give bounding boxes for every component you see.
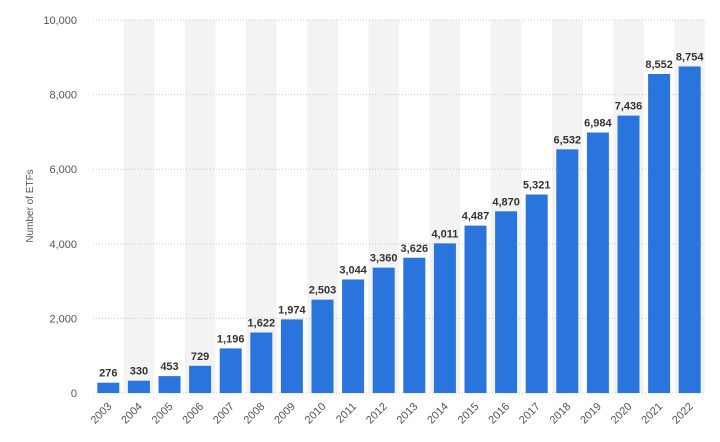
y-tick-label: 8,000 (49, 90, 77, 102)
x-tick-label: 2021 (639, 401, 665, 427)
y-tick-label: 4,000 (49, 239, 77, 251)
bar (495, 211, 518, 393)
x-tick-label: 2019 (578, 401, 604, 427)
data-label: 7,436 (615, 101, 643, 113)
bar (464, 225, 487, 393)
data-label: 6,532 (554, 134, 582, 146)
y-tick-label: 2,000 (49, 313, 77, 325)
bar (617, 115, 640, 393)
data-label: 276 (99, 368, 117, 380)
data-label: 4,487 (462, 211, 490, 223)
bar (403, 257, 426, 393)
data-label: 8,552 (645, 59, 673, 71)
data-label: 1,196 (217, 333, 245, 345)
y-tick-label: 10,000 (43, 15, 77, 27)
x-tick-label: 2009 (272, 401, 298, 427)
data-label: 3,044 (339, 264, 367, 276)
x-tick-label: 2010 (303, 401, 329, 427)
x-tick-label: 2013 (395, 401, 421, 427)
bar (250, 332, 273, 393)
data-label: 729 (191, 351, 209, 363)
column-band (123, 20, 155, 393)
bar (433, 243, 456, 393)
data-label: 1,622 (248, 317, 276, 329)
y-axis-ticks: 0 2,000 4,000 6,000 8,000 10,000 (43, 15, 77, 400)
x-axis-ticks: 2003 2004 2005 2006 2007 2008 2009 2010 2011 2012… (89, 401, 696, 427)
bars (97, 66, 701, 393)
x-tick-label: 2004 (119, 401, 145, 427)
x-tick-label: 2003 (89, 401, 115, 427)
bar (586, 132, 609, 393)
x-tick-label: 2018 (548, 401, 574, 427)
bar (97, 382, 120, 393)
bar (342, 279, 365, 393)
y-axis-title: Number of ETFs (25, 169, 36, 242)
bar (189, 365, 212, 393)
data-label: 330 (130, 366, 148, 378)
bar (372, 267, 395, 393)
x-tick-label: 2008 (242, 401, 268, 427)
y-tick-label: 0 (71, 388, 77, 400)
bar (556, 149, 579, 393)
data-label: 5,321 (523, 180, 551, 192)
x-tick-label: 2007 (211, 401, 237, 427)
x-tick-label: 2020 (609, 401, 635, 427)
bar (158, 376, 181, 393)
y-tick-label: 6,000 (49, 164, 77, 176)
data-label: 2,503 (309, 285, 337, 297)
x-tick-label: 2017 (517, 401, 543, 427)
x-tick-label: 2015 (456, 401, 482, 427)
x-tick-label: 2005 (150, 401, 176, 427)
data-label: 1,974 (278, 304, 306, 316)
column-band (184, 20, 216, 393)
x-tick-label: 2011 (334, 401, 359, 426)
column-band (246, 20, 277, 393)
x-tick-label: 2014 (425, 401, 451, 427)
data-label: 4,870 (492, 196, 520, 208)
data-label: 3,360 (370, 253, 398, 265)
data-label: 4,011 (431, 228, 458, 240)
data-label: 6,984 (584, 117, 612, 129)
x-tick-label: 2012 (364, 401, 390, 427)
x-tick-label: 2022 (670, 401, 696, 427)
data-label: 8,754 (676, 51, 704, 63)
bar (525, 194, 548, 393)
x-tick-label: 2016 (486, 401, 512, 427)
bar (219, 348, 242, 393)
bar (311, 299, 334, 393)
bar (280, 319, 303, 393)
x-tick-label: 2006 (180, 401, 206, 427)
data-labels: 276 330 453 729 1,1961,6221,9742,5033,0443,3… (99, 51, 704, 379)
bar (648, 74, 671, 393)
bar (127, 380, 150, 393)
bar (678, 66, 701, 393)
data-label: 3,626 (401, 243, 429, 255)
data-label: 453 (160, 361, 178, 373)
